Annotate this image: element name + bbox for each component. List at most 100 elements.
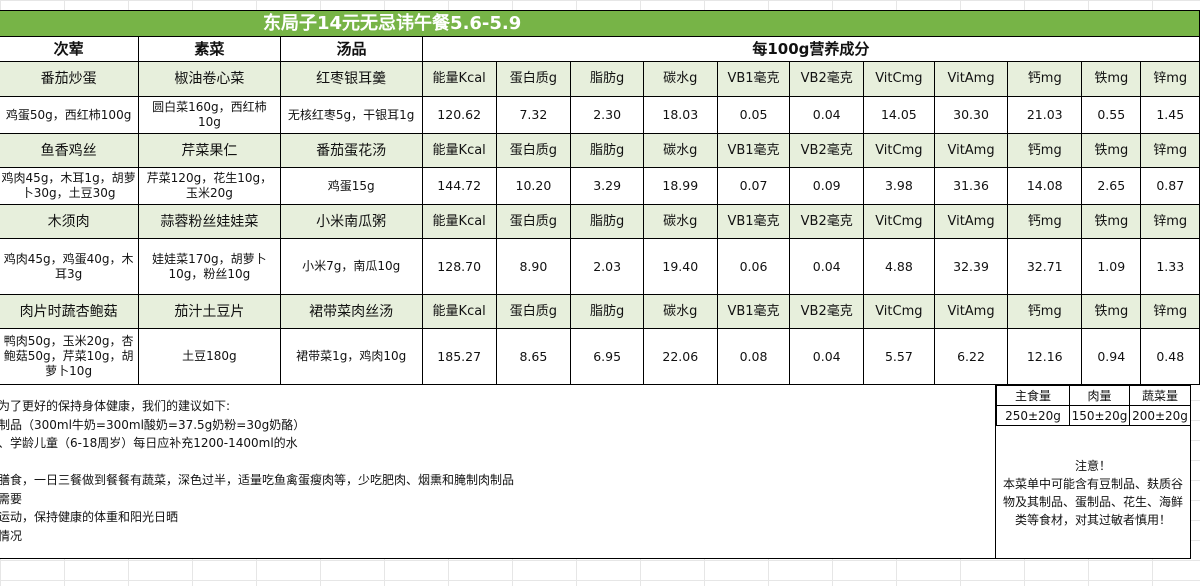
- portion-header-staple: 主食量: [996, 385, 1070, 406]
- label-vb2: VB2毫克: [789, 294, 865, 329]
- value-calcium: 14.08: [1007, 167, 1083, 205]
- value-vb1: 0.06: [716, 238, 791, 295]
- value-energy: 128.70: [421, 238, 497, 295]
- label-carbs: 碳水g: [642, 204, 718, 239]
- value-vitc: 5.57: [863, 328, 935, 385]
- label-fat: 脂肪g: [570, 204, 644, 239]
- ingredient-row: 鸭肉50g，玉米20g，杏鲍菇50g，芹菜10g，胡萝卜10g 土豆180g 裙…: [0, 328, 1200, 385]
- advice-line: 运动，保持健康的体重和阳光日晒: [0, 510, 179, 524]
- advice-line: 情况: [0, 528, 23, 543]
- label-protein: 蛋白质g: [495, 204, 572, 239]
- soup-ingredients: 小米7g，南瓜10g: [279, 238, 423, 295]
- ingredient-row: 鸡肉45g，木耳1g，胡萝卜30g，土豆30g 芹菜120g，花生10g，玉米2…: [0, 167, 1200, 205]
- label-zinc: 锌mg: [1140, 294, 1200, 329]
- label-fat: 脂肪g: [570, 294, 644, 329]
- value-carbs: 18.99: [642, 167, 718, 205]
- soup-name: 番茄蛋花汤: [279, 133, 423, 168]
- value-zinc: 1.45: [1140, 96, 1200, 134]
- value-energy: 120.62: [421, 96, 497, 134]
- label-energy: 能量Kcal: [421, 204, 497, 239]
- value-protein: 7.32: [495, 96, 572, 134]
- label-calcium: 钙mg: [1007, 294, 1083, 329]
- header-soup: 汤品: [279, 36, 423, 62]
- label-protein: 蛋白质g: [495, 61, 572, 97]
- portion-and-allergen-box: 主食量 肉量 蔬菜量 250±20g 150±20g 200±20g 注意！ 本…: [995, 385, 1191, 559]
- label-calcium: 钙mg: [1007, 133, 1083, 168]
- advice-line: 、学龄儿童（6-18周岁）每日应补充1200-1400ml的水: [0, 436, 298, 450]
- soup-ingredients: 鸡蛋15g: [279, 167, 423, 205]
- value-vb1: 0.07: [716, 167, 791, 205]
- value-carbs: 22.06: [642, 328, 718, 385]
- main-dish-ingredients: 鸡肉45g，鸡蛋40g，木耳3g: [0, 238, 140, 295]
- label-carbs: 碳水g: [642, 294, 718, 329]
- value-vb2: 0.04: [789, 328, 865, 385]
- veg-dish-name: 蒜蓉粉丝娃娃菜: [138, 204, 281, 239]
- veg-dish-name: 茄汁土豆片: [138, 294, 281, 329]
- value-vb1: 0.05: [716, 96, 791, 134]
- label-calcium: 钙mg: [1007, 61, 1083, 97]
- main-dish-name: 番茄炒蛋: [0, 61, 140, 97]
- menu-table: 东局子14元无忌讳午餐5.6-5.9 次荤 素菜 汤品 每100g营养成分 番茄…: [0, 10, 1200, 385]
- veg-dish-ingredients: 娃娃菜170g，胡萝卜10g，粉丝10g: [138, 238, 281, 295]
- label-vita: VitAmg: [933, 294, 1009, 329]
- label-vb2: VB2毫克: [789, 61, 865, 97]
- value-calcium: 21.03: [1007, 96, 1083, 134]
- advice-line: 需要: [0, 491, 23, 506]
- value-protein: 8.90: [495, 238, 572, 295]
- value-vitc: 4.88: [863, 238, 935, 295]
- header-row: 次荤 素菜 汤品 每100g营养成分: [0, 36, 1200, 62]
- header-veg-dish: 素菜: [138, 36, 281, 62]
- veg-dish-ingredients: 土豆180g: [138, 328, 281, 385]
- portion-value-meat: 150±20g: [1069, 405, 1130, 426]
- label-fat: 脂肪g: [570, 61, 644, 97]
- allergen-notice: 注意！ 本菜单中可能含有豆制品、麸质谷物及其制品、蛋制品、花生、海鲜类等食材，对…: [996, 457, 1190, 529]
- value-energy: 185.27: [421, 328, 497, 385]
- value-protein: 10.20: [495, 167, 572, 205]
- main-dish-ingredients: 鸭肉50g，玉米20g，杏鲍菇50g，芹菜10g，胡萝卜10g: [0, 328, 140, 385]
- allergen-title: 注意！: [1074, 459, 1111, 473]
- advice-line: 为了更好的保持身体健康，我们的建议如下:: [0, 399, 231, 413]
- veg-dish-name: 芹菜果仁: [138, 133, 281, 168]
- label-energy: 能量Kcal: [421, 133, 497, 168]
- ingredient-row: 鸡蛋50g，西红柿100g 圆白菜160g，西红柿10g 无核红枣5g，干银耳1…: [0, 96, 1200, 134]
- dish-row: 鱼香鸡丝 芹菜果仁 番茄蛋花汤 能量Kcal 蛋白质g 脂肪g 碳水g VB1毫…: [0, 133, 1200, 168]
- value-iron: 0.55: [1081, 96, 1142, 134]
- label-vitc: VitCmg: [863, 294, 935, 329]
- value-zinc: 0.48: [1140, 328, 1200, 385]
- label-vb1: VB1毫克: [716, 204, 791, 239]
- soup-name: 红枣银耳羹: [279, 61, 423, 97]
- value-fat: 3.29: [570, 167, 644, 205]
- label-zinc: 锌mg: [1140, 133, 1200, 168]
- header-main-dish: 次荤: [0, 36, 140, 62]
- advice-line: [0, 453, 995, 472]
- value-fat: 2.30: [570, 96, 644, 134]
- dish-row: 番茄炒蛋 椒油卷心菜 红枣银耳羹 能量Kcal 蛋白质g 脂肪g 碳水g VB1…: [0, 61, 1200, 97]
- label-vb1: VB1毫克: [716, 133, 791, 168]
- value-zinc: 0.87: [1140, 167, 1200, 205]
- soup-ingredients: 无核红枣5g，干银耳1g: [279, 96, 423, 134]
- value-carbs: 19.40: [642, 238, 718, 295]
- advice-line: 制品（300ml牛奶=300ml酸奶=37.5g奶粉=30g奶酪）: [0, 417, 306, 432]
- label-iron: 铁mg: [1081, 133, 1142, 168]
- soup-name: 小米南瓜粥: [279, 204, 423, 239]
- portion-header-veg: 蔬菜量: [1129, 385, 1191, 406]
- value-vita: 32.39: [933, 238, 1009, 295]
- portion-value-veg: 200±20g: [1129, 405, 1191, 426]
- label-energy: 能量Kcal: [421, 61, 497, 97]
- label-vitc: VitCmg: [863, 61, 935, 97]
- label-iron: 铁mg: [1081, 294, 1142, 329]
- label-vita: VitAmg: [933, 133, 1009, 168]
- value-vita: 6.22: [933, 328, 1009, 385]
- ingredient-row: 鸡肉45g，鸡蛋40g，木耳3g 娃娃菜170g，胡萝卜10g，粉丝10g 小米…: [0, 238, 1200, 295]
- label-vb1: VB1毫克: [716, 294, 791, 329]
- main-dish-ingredients: 鸡肉45g，木耳1g，胡萝卜30g，土豆30g: [0, 167, 140, 205]
- value-iron: 0.94: [1081, 328, 1142, 385]
- label-energy: 能量Kcal: [421, 294, 497, 329]
- soup-ingredients: 裙带菜1g，鸡肉10g: [279, 328, 423, 385]
- dish-row: 肉片时蔬杏鲍菇 茄汁土豆片 裙带菜肉丝汤 能量Kcal 蛋白质g 脂肪g 碳水g…: [0, 294, 1200, 329]
- value-energy: 144.72: [421, 167, 497, 205]
- label-zinc: 锌mg: [1140, 204, 1200, 239]
- value-vb2: 0.04: [789, 96, 865, 134]
- menu-title: 东局子14元无忌讳午餐5.6-5.9: [0, 10, 1200, 37]
- label-vitc: VitCmg: [863, 204, 935, 239]
